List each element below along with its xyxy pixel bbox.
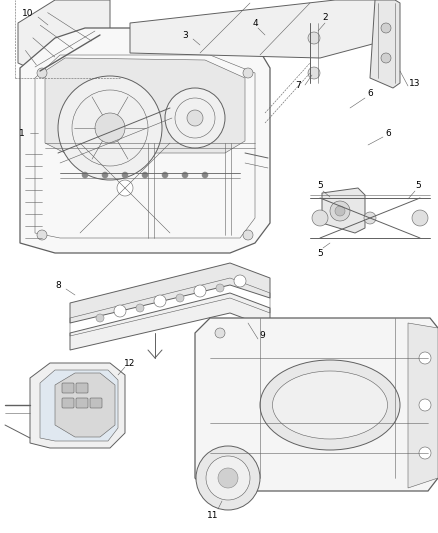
Text: 12: 12 bbox=[124, 359, 136, 367]
Circle shape bbox=[234, 275, 246, 287]
Text: 1: 1 bbox=[19, 128, 25, 138]
Text: 2: 2 bbox=[322, 13, 328, 22]
Circle shape bbox=[364, 212, 376, 224]
Circle shape bbox=[215, 328, 225, 338]
Circle shape bbox=[117, 180, 133, 196]
Circle shape bbox=[136, 304, 144, 312]
Circle shape bbox=[182, 172, 188, 178]
Polygon shape bbox=[322, 188, 365, 233]
Text: 5: 5 bbox=[317, 248, 323, 257]
Ellipse shape bbox=[272, 371, 388, 439]
Text: 8: 8 bbox=[55, 280, 61, 289]
Polygon shape bbox=[70, 263, 270, 323]
Circle shape bbox=[102, 172, 108, 178]
Circle shape bbox=[330, 201, 350, 221]
Polygon shape bbox=[45, 58, 245, 153]
Circle shape bbox=[412, 210, 428, 226]
Polygon shape bbox=[130, 0, 395, 58]
Circle shape bbox=[215, 468, 225, 478]
Circle shape bbox=[243, 230, 253, 240]
Circle shape bbox=[216, 284, 224, 292]
Circle shape bbox=[122, 172, 128, 178]
Circle shape bbox=[37, 68, 47, 78]
Polygon shape bbox=[40, 370, 118, 441]
FancyBboxPatch shape bbox=[90, 398, 102, 408]
Circle shape bbox=[165, 88, 225, 148]
Ellipse shape bbox=[260, 360, 400, 450]
Circle shape bbox=[82, 172, 88, 178]
FancyBboxPatch shape bbox=[62, 398, 74, 408]
Polygon shape bbox=[20, 28, 270, 253]
Polygon shape bbox=[30, 363, 125, 448]
FancyBboxPatch shape bbox=[76, 383, 88, 393]
Circle shape bbox=[419, 352, 431, 364]
Text: 10: 10 bbox=[22, 9, 34, 18]
Text: 13: 13 bbox=[409, 78, 421, 87]
Circle shape bbox=[415, 468, 425, 478]
Circle shape bbox=[312, 210, 328, 226]
Text: 6: 6 bbox=[385, 128, 391, 138]
Circle shape bbox=[243, 68, 253, 78]
Circle shape bbox=[218, 468, 238, 488]
Text: 6: 6 bbox=[367, 88, 373, 98]
Polygon shape bbox=[408, 323, 438, 488]
Text: 5: 5 bbox=[317, 181, 323, 190]
FancyBboxPatch shape bbox=[76, 398, 88, 408]
Circle shape bbox=[381, 53, 391, 63]
Circle shape bbox=[187, 110, 203, 126]
Circle shape bbox=[114, 305, 126, 317]
Circle shape bbox=[196, 446, 260, 510]
Circle shape bbox=[162, 172, 168, 178]
Circle shape bbox=[206, 456, 250, 500]
Text: 9: 9 bbox=[259, 330, 265, 340]
Text: 4: 4 bbox=[252, 19, 258, 28]
Text: 5: 5 bbox=[415, 181, 421, 190]
Circle shape bbox=[154, 295, 166, 307]
Circle shape bbox=[415, 328, 425, 338]
Circle shape bbox=[37, 230, 47, 240]
FancyBboxPatch shape bbox=[62, 383, 74, 393]
Circle shape bbox=[308, 67, 320, 79]
Circle shape bbox=[335, 206, 345, 216]
Circle shape bbox=[96, 314, 104, 322]
Circle shape bbox=[176, 294, 184, 302]
Polygon shape bbox=[70, 293, 270, 350]
Circle shape bbox=[194, 285, 206, 297]
Circle shape bbox=[202, 172, 208, 178]
Circle shape bbox=[419, 399, 431, 411]
Polygon shape bbox=[195, 318, 438, 491]
Text: 7: 7 bbox=[295, 80, 301, 90]
Circle shape bbox=[58, 76, 162, 180]
Polygon shape bbox=[55, 373, 115, 437]
Circle shape bbox=[142, 172, 148, 178]
Text: 11: 11 bbox=[207, 511, 219, 520]
Circle shape bbox=[95, 113, 125, 143]
Text: 3: 3 bbox=[182, 30, 188, 39]
Circle shape bbox=[308, 32, 320, 44]
Circle shape bbox=[381, 23, 391, 33]
Polygon shape bbox=[370, 0, 400, 88]
Polygon shape bbox=[18, 0, 110, 73]
Circle shape bbox=[419, 447, 431, 459]
